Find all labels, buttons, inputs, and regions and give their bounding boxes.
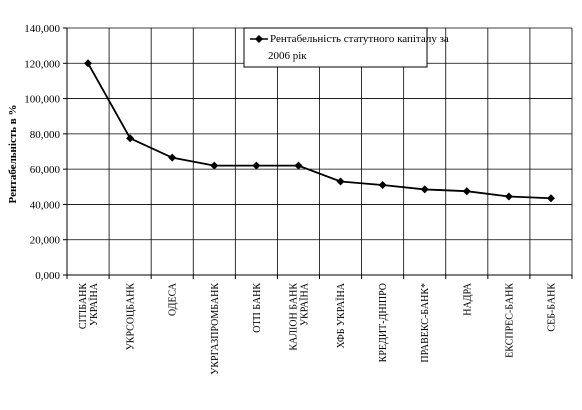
x-tick-label: СЕБ-БАНК: [546, 283, 557, 332]
x-tick-label: ОТП БАНК: [252, 283, 263, 333]
legend-entry-line2: 2006 рік: [268, 50, 307, 62]
x-tick-label-line: НАДРА: [462, 282, 473, 316]
x-tick-labels: СІТІБАНКУКРАЇНА УКРСОЦБАНК ОДЕСА УКРГАЗПРОМ…: [78, 282, 557, 375]
series-polyline: [87, 62, 551, 200]
legend: Рентабельність статутного капіталу за 20…: [243, 27, 449, 68]
x-tick-label-line: СІТІБАНК: [78, 283, 89, 329]
y-tick-label: 120,000: [24, 58, 60, 70]
y-tick-label: 140,000: [24, 23, 60, 35]
x-tick-label-line: ПРАВЕКС-БАНК*: [420, 283, 431, 363]
data-point-marker: [378, 181, 387, 190]
legend-marker-sample: [255, 35, 263, 43]
y-tick-label: 100,000: [24, 94, 60, 106]
x-tick-label-line: СЕБ-БАНК: [546, 283, 557, 332]
y-tick-label: 60,000: [30, 164, 61, 176]
y-tick-label: 0,000: [35, 270, 60, 282]
y-tick-label: 40,000: [30, 199, 61, 211]
x-tick-label-line: ЕКСПРЕС-БАНК: [504, 283, 515, 358]
data-point-marker: [126, 134, 135, 143]
x-tick-label: ОДЕСА: [168, 282, 179, 316]
data-point-marker: [546, 194, 555, 203]
y-tick-label: 20,000: [30, 235, 61, 247]
x-tick-label: УКРГАЗПРОМБАНК: [210, 283, 221, 375]
x-tick-label: УКРСОЦБАНК: [126, 283, 137, 351]
x-tick-label: КАЛІОН БАНКУКРАЇНА: [288, 282, 310, 350]
data-point-marker: [462, 187, 471, 196]
data-point-marker: [84, 59, 93, 68]
y-tick-label: 80,000: [30, 129, 61, 141]
x-tick-label: СІТІБАНКУКРАЇНА: [78, 282, 100, 329]
data-point-marker: [210, 161, 219, 170]
data-point-marker: [294, 161, 303, 170]
axes: [63, 27, 573, 279]
x-tick-label-line: УКРСОЦБАНК: [126, 283, 137, 351]
series-line: [87, 62, 551, 200]
x-tick-label: НАДРА: [462, 282, 473, 316]
y-tick-labels: 0,000 20,000 40,000 60,000 80,000 100,000 120,…: [24, 23, 60, 282]
data-point-marker: [420, 185, 429, 194]
x-tick-label-line: ОТП БАНК: [252, 283, 263, 333]
x-tick-label-line: УКРАЇНА: [298, 282, 310, 326]
x-tick-label-line: ХФБ УКРАЇНА: [335, 282, 347, 348]
x-tick-label-line: КАЛІОН БАНК: [288, 283, 299, 351]
legend-entry-line1: Рентабельність статутного капіталу за: [270, 33, 449, 45]
x-tick-label: ЕКСПРЕС-БАНК: [504, 283, 515, 358]
x-tick-label: КРЕДИТ-ДНІПРО: [378, 283, 389, 362]
x-tick-label-line: УКРГАЗПРОМБАНК: [210, 283, 221, 375]
y-axis-label: Рентабельність в %: [7, 105, 19, 204]
series-markers: [84, 59, 555, 203]
x-tick-label-line: КРЕДИТ-ДНІПРО: [378, 283, 389, 362]
data-point-marker: [336, 177, 345, 186]
data-point-marker: [252, 161, 261, 170]
x-tick-label: ПРАВЕКС-БАНК*: [420, 283, 431, 363]
x-tick-label: ХФБ УКРАЇНА: [335, 282, 347, 348]
data-point-marker: [504, 192, 513, 201]
data-point-marker: [168, 153, 177, 162]
legend-box: [243, 27, 428, 68]
x-tick-label-line: УКРАЇНА: [88, 282, 100, 326]
x-tick-label-line: ОДЕСА: [168, 282, 179, 316]
